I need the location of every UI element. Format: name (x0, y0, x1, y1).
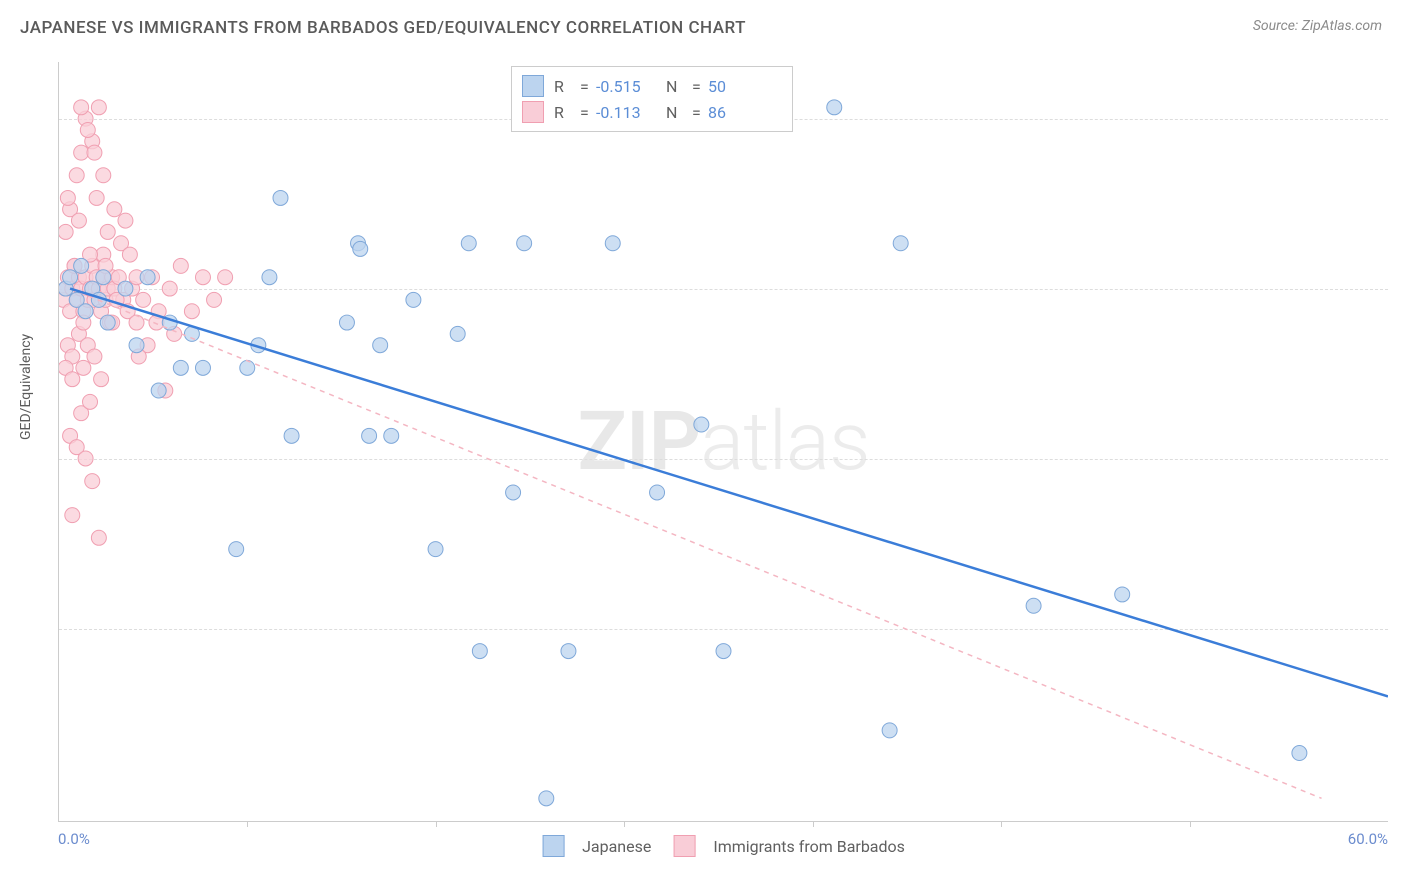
x-tick (624, 821, 625, 827)
x-tick (247, 821, 248, 827)
legend-row-blue: R= -0.515 N= 50 (522, 73, 778, 99)
y-tick-label: 100.0% (1394, 110, 1406, 128)
legend-swatch-blue (522, 75, 544, 97)
legend-swatch-pink-icon (673, 835, 695, 857)
gridline (59, 459, 1388, 460)
x-tick (1190, 821, 1191, 827)
x-tick (1001, 821, 1002, 827)
watermark: ZIPatlas (577, 394, 869, 490)
x-axis-min-label: 0.0% (58, 830, 90, 848)
n-value-pink: 86 (708, 103, 778, 122)
x-tick (436, 821, 437, 827)
correlation-legend: R= -0.515 N= 50 R= -0.113 N= 86 (511, 66, 793, 132)
chart-svg (59, 62, 1388, 821)
chart-plot-area: ZIPatlas 55.0%70.0%85.0%100.0% R= -0.515… (58, 62, 1388, 822)
legend-label-blue: Japanese (582, 837, 651, 856)
legend-swatch-blue-icon (542, 835, 564, 857)
y-tick-label: 70.0% (1394, 450, 1406, 468)
x-axis-max-label: 60.0% (1348, 830, 1388, 848)
y-tick-label: 85.0% (1394, 280, 1406, 298)
x-tick (813, 821, 814, 827)
n-value-blue: 50 (708, 77, 778, 96)
r-value-blue: -0.515 (596, 77, 666, 96)
gridline (59, 289, 1388, 290)
y-axis-label: GED/Equivalency (18, 334, 34, 440)
r-value-pink: -0.113 (596, 103, 666, 122)
legend-item-pink: Immigrants from Barbados (673, 835, 905, 857)
legend-label-pink: Immigrants from Barbados (713, 837, 905, 856)
legend-swatch-pink (522, 101, 544, 123)
chart-title: JAPANESE VS IMMIGRANTS FROM BARBADOS GED… (20, 18, 746, 38)
gridline (59, 629, 1388, 630)
y-tick-label: 55.0% (1394, 620, 1406, 638)
source-label: Source: ZipAtlas.com (1253, 18, 1382, 34)
legend-row-pink: R= -0.113 N= 86 (522, 99, 778, 125)
series-legend: Japanese Immigrants from Barbados (542, 835, 905, 857)
legend-item-blue: Japanese (542, 835, 651, 857)
